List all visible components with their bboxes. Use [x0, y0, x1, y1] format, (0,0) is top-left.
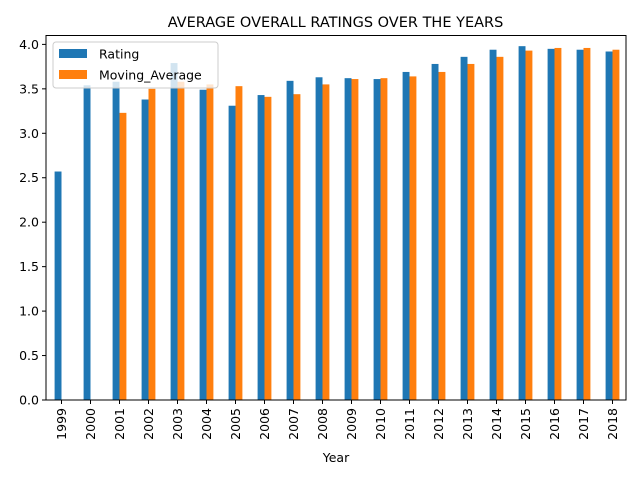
- legend: Rating Moving_Average: [52, 41, 219, 89]
- legend-label: Moving_Average: [99, 68, 202, 83]
- bar-rating-2006: [257, 95, 265, 400]
- x-tick-label: 2008: [315, 408, 330, 440]
- x-tick-label: 2003: [170, 408, 185, 440]
- y-axis: 0.0 0.5 1.0 1.5 2.0 2.5 3.0 3.5 4.0: [19, 37, 46, 408]
- bar-moving-average-2002: [148, 88, 156, 400]
- x-tick-label: 2013: [460, 408, 475, 440]
- x-tick-label: 2011: [402, 408, 417, 440]
- x-tick-label: 2000: [83, 408, 98, 440]
- bar-moving-average-2018: [612, 49, 620, 400]
- x-axis: 1999 2000 2001 2002 2003 2004 2005 2006 2007 2008…: [54, 400, 620, 440]
- bar-moving-average-2007: [293, 94, 301, 401]
- bar-rating-2016: [547, 48, 555, 401]
- bar-moving-average-2010: [380, 78, 388, 401]
- bar-rating-2000: [83, 85, 91, 400]
- bar-rating-1999: [54, 171, 62, 400]
- bar-moving-average-2001: [119, 112, 127, 400]
- bar-moving-average-2012: [438, 71, 446, 400]
- bar-rating-2017: [576, 49, 584, 400]
- bar-rating-2002: [141, 99, 149, 400]
- x-tick-label: 2001: [112, 408, 127, 440]
- bar-moving-average-2003: [177, 81, 185, 400]
- bar-rating-2003: [170, 63, 178, 401]
- bar-rating-2018: [605, 51, 613, 400]
- bar-rating-2007: [286, 80, 294, 400]
- x-tick-label: 2009: [344, 408, 359, 440]
- x-tick-label: 2016: [547, 408, 562, 440]
- y-tick-label: 3.0: [19, 126, 39, 141]
- x-tick-label: 2005: [228, 408, 243, 440]
- y-tick-label: 2.5: [19, 170, 39, 185]
- y-tick-label: 0.5: [19, 348, 39, 363]
- x-tick-label: 2004: [199, 408, 214, 440]
- y-tick-label: 3.5: [19, 81, 39, 96]
- y-tick-label: 2.0: [19, 215, 39, 230]
- bar-rating-2010: [373, 79, 381, 400]
- bar-moving-average-2009: [351, 79, 359, 400]
- bar-moving-average-2014: [496, 56, 504, 401]
- y-tick-label: 1.0: [19, 304, 39, 319]
- bar-moving-average-2006: [264, 96, 272, 400]
- x-tick-label: 1999: [54, 408, 69, 440]
- chart-title: AVERAGE OVERALL RATINGS OVER THE YEARS: [168, 15, 504, 31]
- x-tick-label: 2015: [518, 408, 533, 440]
- y-tick-label: 4.0: [19, 37, 39, 52]
- x-tick-label: 2014: [489, 408, 504, 440]
- bar-moving-average-2008: [322, 84, 330, 401]
- bar-rating-2012: [431, 63, 439, 400]
- bar-rating-2005: [228, 105, 236, 400]
- bar-rating-2013: [460, 56, 468, 401]
- bar-rating-2014: [489, 49, 497, 400]
- x-tick-label: 2010: [373, 408, 388, 440]
- x-axis-label: Year: [322, 450, 350, 465]
- bar-rating-2008: [315, 77, 323, 400]
- bar-moving-average-2017: [583, 47, 591, 400]
- legend-label: Rating: [99, 47, 139, 62]
- x-tick-label: 2017: [576, 408, 591, 440]
- bar-rating-2004: [199, 89, 207, 400]
- legend-box: [52, 41, 219, 89]
- bar-moving-average-2016: [554, 47, 562, 400]
- x-tick-label: 2006: [257, 408, 272, 440]
- plot-frame: [45, 35, 627, 401]
- legend-swatch: [59, 49, 87, 58]
- x-tick-label: 2007: [286, 408, 301, 440]
- legend-swatch: [59, 70, 87, 79]
- bar-moving-average-2011: [409, 76, 417, 401]
- bar-moving-average-2005: [235, 86, 243, 401]
- bar-rating-2009: [344, 78, 352, 401]
- bar-moving-average-2004: [206, 84, 214, 401]
- bars-group: [54, 46, 620, 401]
- x-tick-label: 2018: [605, 408, 620, 440]
- x-tick-label: 2002: [141, 408, 156, 440]
- y-tick-label: 0.0: [19, 393, 39, 408]
- bar-rating-2001: [112, 81, 120, 400]
- bar-rating-2015: [518, 46, 526, 401]
- bar-moving-average-2015: [525, 50, 533, 401]
- bar-rating-2011: [402, 71, 410, 400]
- y-tick-label: 1.5: [19, 259, 39, 274]
- bar-moving-average-2013: [467, 63, 475, 400]
- x-tick-label: 2012: [431, 408, 446, 440]
